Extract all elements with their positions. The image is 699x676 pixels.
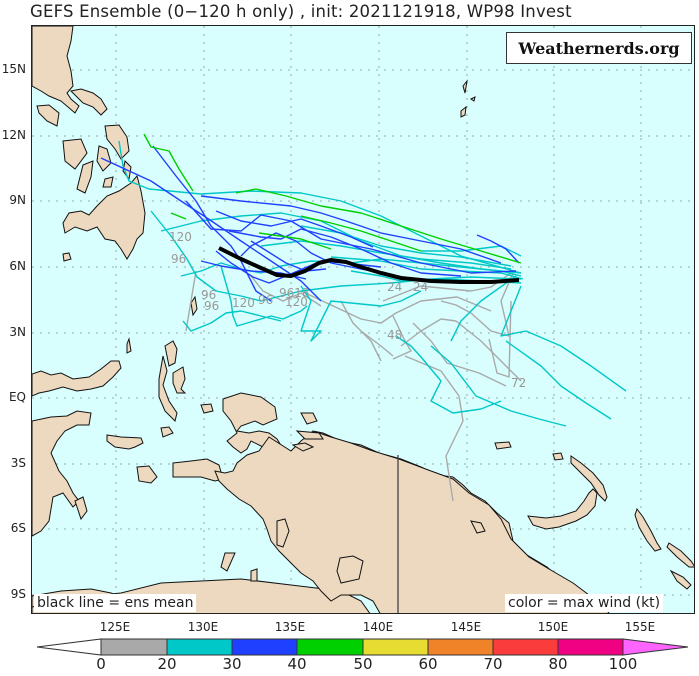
x-tick-label: 155E (624, 620, 656, 634)
svg-text:96: 96 (258, 293, 273, 307)
y-tick-label: 6N (9, 259, 26, 273)
tracks-blue (100, 145, 520, 302)
colorbar-label: 20 (157, 655, 177, 673)
colorbar-bin-30-40 (231, 638, 298, 656)
new-britain (527, 488, 598, 530)
map-canvas: 96 120 96 96 120 96 9618 120 24 24 48 72 (32, 26, 694, 613)
colorbar (36, 638, 689, 656)
colorbar-label: 100 (608, 655, 638, 673)
x-tick-label: 140E (362, 620, 394, 634)
ens-mean-note: black line = ens mean (34, 594, 197, 612)
brand-watermark: Weathernerds.org (506, 32, 692, 64)
y-tick-label: 9N (9, 193, 26, 207)
x-tick-label: 145E (450, 620, 482, 634)
new-guinea-main (214, 430, 610, 613)
svg-text:96: 96 (201, 288, 216, 302)
mindanao (62, 174, 146, 260)
colorbar-label: 60 (418, 655, 438, 673)
map-panel: 96 120 96 96 120 96 9618 120 24 24 48 72 (31, 25, 695, 614)
svg-text:96: 96 (171, 252, 186, 266)
y-tick-label: 12N (1, 128, 26, 142)
plot-title: GEFS Ensemble (0−120 h only) , init: 202… (30, 2, 572, 21)
y-tick-label: 3N (9, 325, 26, 339)
luzon (32, 26, 80, 114)
ensemble-tracks (100, 133, 627, 502)
y-tick-label: 6S (10, 521, 26, 535)
y-tick-label: 15N (1, 62, 26, 76)
colorbar-label: 30 (222, 655, 242, 673)
colorbar-label: 80 (548, 655, 568, 673)
sulawesi (32, 360, 122, 397)
y-tick-label: 9S (10, 587, 26, 601)
tracks-green (143, 133, 522, 264)
svg-text:72: 72 (511, 376, 526, 390)
svg-text:120: 120 (232, 296, 255, 310)
tracks-cyan (118, 140, 627, 427)
svg-text:120: 120 (169, 230, 192, 244)
colorbar-bin-70-80 (492, 638, 559, 656)
x-tick-label: 130E (187, 620, 219, 634)
x-tick-label: 135E (274, 620, 306, 634)
svg-text:9618: 9618 (279, 286, 310, 300)
colorbar-under-arrow (36, 638, 102, 656)
colorbar-label: 70 (483, 655, 503, 673)
x-tick-label: 125E (99, 620, 131, 634)
halmahera (164, 340, 178, 367)
y-tick-label: EQ (8, 390, 26, 404)
colorbar-bin-50-60 (362, 638, 429, 656)
svg-text:24: 24 (387, 280, 402, 294)
landmasses (32, 26, 694, 613)
colorbar-bin-40-50 (296, 638, 364, 656)
colorbar-over-arrow (622, 638, 689, 656)
color-note: color = max wind (kt) (505, 594, 664, 612)
colorbar-bin-20-30 (166, 638, 233, 656)
ens-mean-track (218, 246, 520, 284)
svg-text:120: 120 (285, 295, 308, 309)
colorbar-label: 40 (287, 655, 307, 673)
new-ireland (570, 455, 608, 502)
colorbar-label: 50 (353, 655, 373, 673)
svg-text:24: 24 (413, 280, 428, 294)
track-labels: 96 120 96 96 120 96 9618 120 24 24 48 72 (169, 230, 526, 390)
y-tick-label: 3S (10, 456, 26, 470)
colorbar-label: 0 (96, 655, 106, 673)
svg-text:48: 48 (387, 328, 402, 342)
colorbar-bin-60-70 (427, 638, 494, 656)
colorbar-bin-80-100 (557, 638, 624, 656)
x-tick-label: 150E (537, 620, 569, 634)
svg-text:96: 96 (204, 299, 219, 313)
colorbar-bin-0-20 (100, 638, 168, 656)
